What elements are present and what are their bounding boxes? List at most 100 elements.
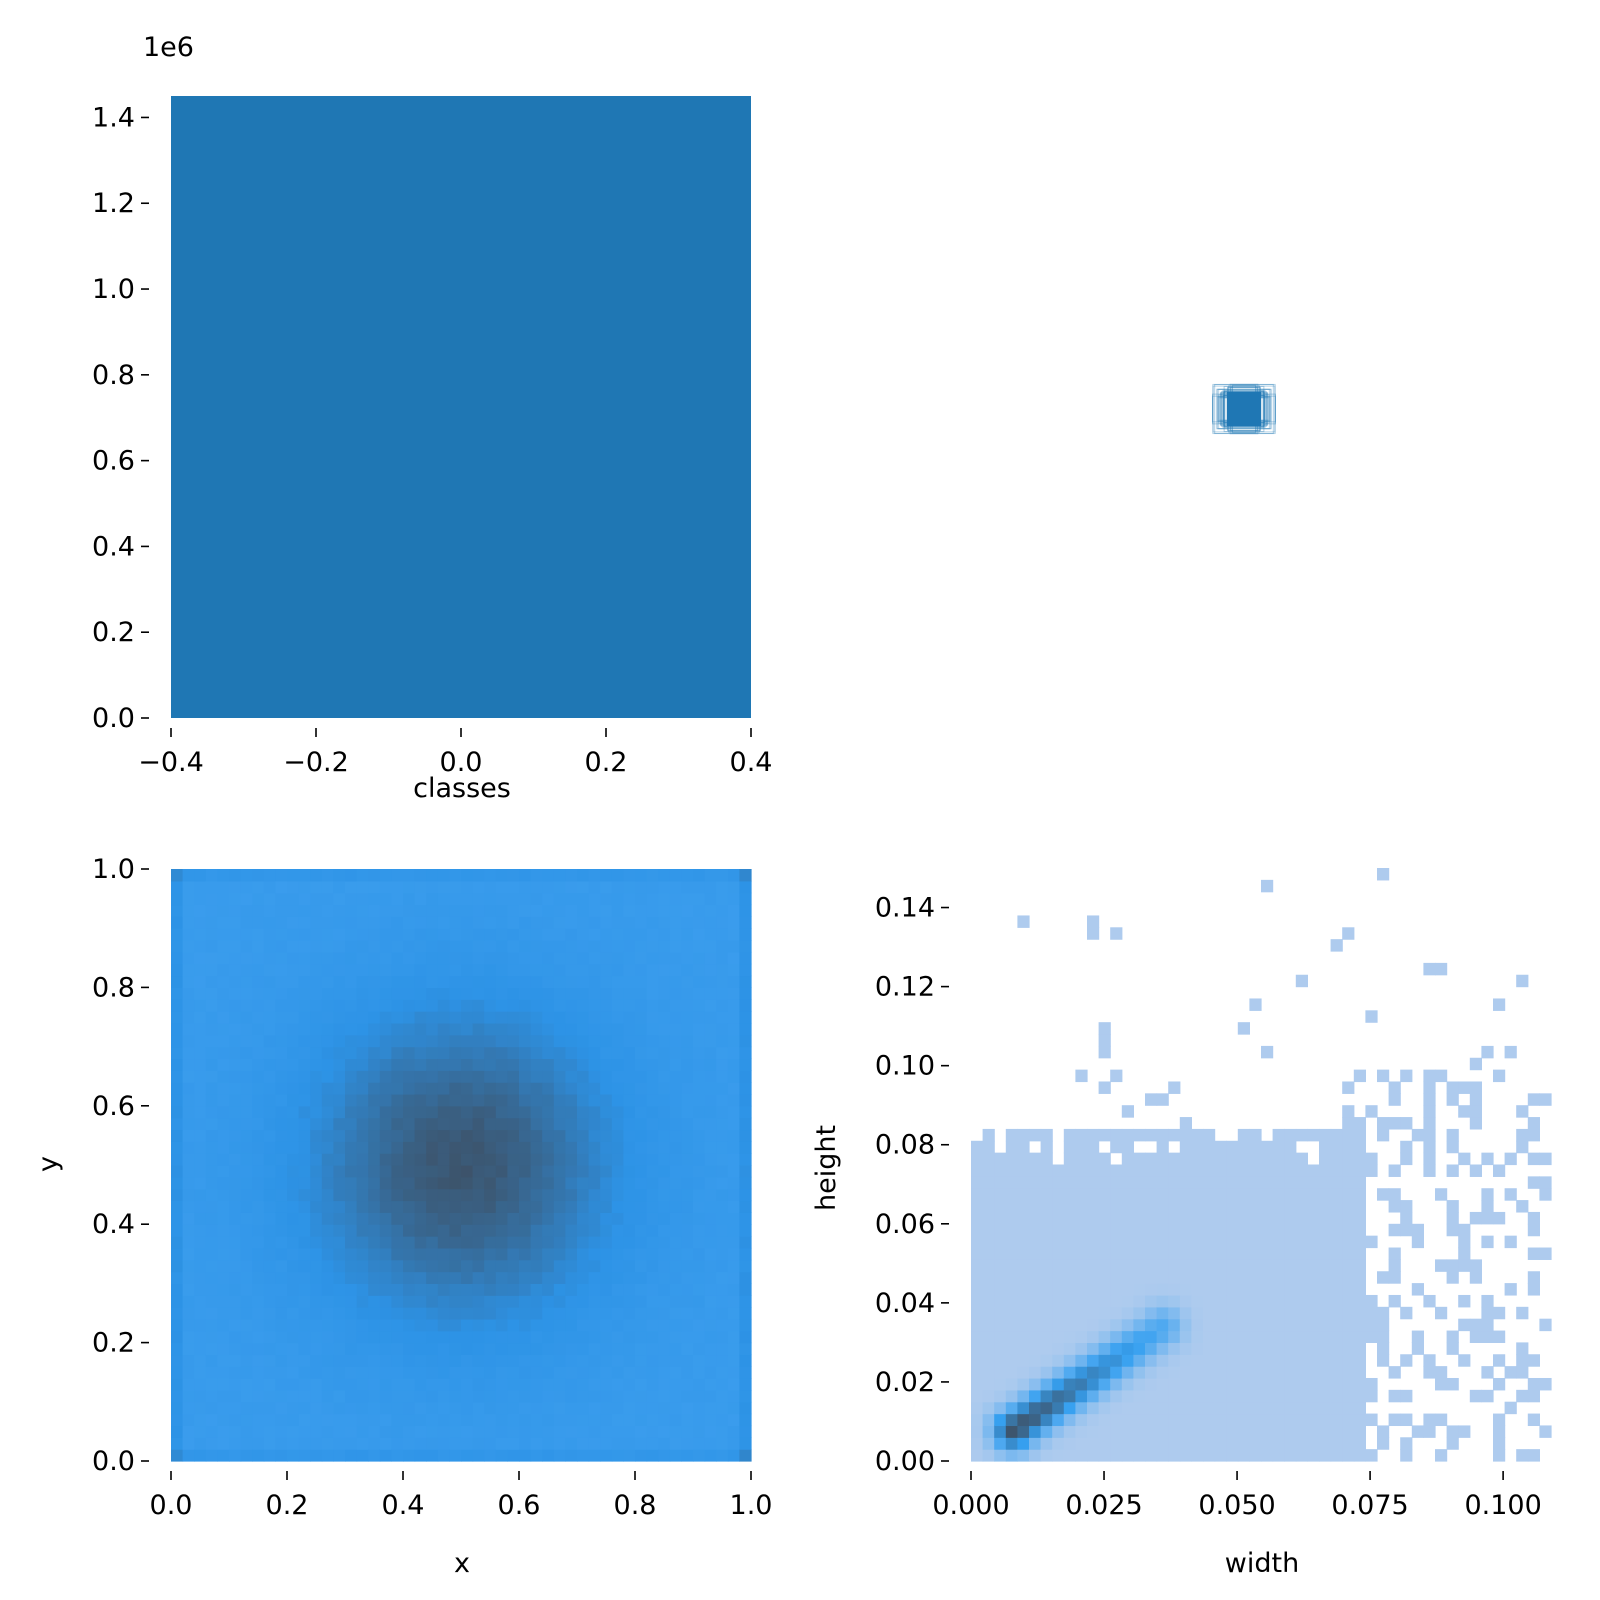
heatmap-cell xyxy=(333,940,346,953)
heatmap-cell xyxy=(403,1093,416,1107)
heatmap-cell xyxy=(519,1176,532,1190)
heatmap-cell xyxy=(1435,1413,1448,1427)
heatmap-cell xyxy=(1388,1117,1401,1130)
heatmap-cell xyxy=(1040,1128,1053,1142)
heatmap-cell xyxy=(321,951,334,965)
x-tick-label: 0.0 xyxy=(150,1490,193,1521)
heatmap-cell xyxy=(287,1378,300,1391)
heatmap-cell xyxy=(275,1188,288,1202)
heatmap-cell xyxy=(507,1378,520,1391)
heatmap-cell xyxy=(1179,1164,1192,1177)
heatmap-cell xyxy=(623,975,636,988)
heatmap-cell xyxy=(623,1141,636,1154)
heatmap-cell xyxy=(1005,1247,1018,1260)
heatmap-cell xyxy=(623,1188,636,1202)
heatmap-cell xyxy=(229,1330,242,1344)
heatmap-cell xyxy=(368,1129,381,1142)
heatmap-cell xyxy=(1295,1354,1308,1367)
heatmap-cell xyxy=(240,1188,253,1202)
heatmap-cell xyxy=(205,880,218,894)
heatmap-cell xyxy=(669,1283,682,1296)
heatmap-cell xyxy=(727,1437,740,1450)
heatmap-cell xyxy=(310,1011,323,1024)
heatmap-cell xyxy=(321,1224,334,1237)
heatmap-cell xyxy=(1284,1294,1297,1308)
heatmap-cell xyxy=(1261,879,1274,893)
heatmap-cell xyxy=(600,1389,613,1403)
heatmap-cell xyxy=(1435,1449,1448,1462)
heatmap-cell xyxy=(530,1141,543,1154)
heatmap-cell xyxy=(1307,1211,1320,1225)
heatmap-cell xyxy=(472,1070,485,1083)
heatmap-cell xyxy=(971,1354,984,1367)
heatmap-cell xyxy=(1110,1377,1123,1391)
heatmap-cell xyxy=(461,1236,474,1249)
heatmap-cell xyxy=(1040,1235,1053,1249)
heatmap-cell xyxy=(611,963,624,977)
heatmap-cell xyxy=(1040,1389,1053,1403)
heatmap-cell xyxy=(982,1223,995,1237)
y-tick-label: 1.0 xyxy=(92,274,135,305)
heatmap-cell xyxy=(1261,1401,1274,1415)
heatmap-cell xyxy=(704,1046,717,1060)
heatmap-cell xyxy=(275,1342,288,1356)
heatmap-cell xyxy=(182,1283,195,1296)
heatmap-cell xyxy=(693,1389,706,1403)
heatmap-cell xyxy=(727,1212,740,1225)
heatmap-cell xyxy=(577,1105,590,1119)
heatmap-cell xyxy=(484,1330,497,1344)
heatmap-cell xyxy=(669,1236,682,1249)
heatmap-cell xyxy=(171,1354,184,1367)
heatmap-cell xyxy=(577,1271,590,1284)
heatmap-cell xyxy=(484,1224,497,1237)
heatmap-cell xyxy=(472,1449,485,1462)
heatmap-cell xyxy=(403,1389,416,1403)
heatmap-cell xyxy=(565,1176,578,1190)
heatmap-cell xyxy=(1411,1128,1424,1142)
heatmap-cell xyxy=(1052,1247,1065,1260)
heatmap-cell xyxy=(333,869,346,882)
heatmap-cell xyxy=(310,1271,323,1284)
heatmap-cell xyxy=(1493,1377,1506,1391)
heatmap-cell xyxy=(530,1283,543,1296)
heatmap-cell xyxy=(252,1318,265,1332)
heatmap-cell xyxy=(449,999,462,1012)
heatmap-cell xyxy=(530,1034,543,1048)
heatmap-cell xyxy=(484,1165,497,1178)
heatmap-cell xyxy=(403,1165,416,1178)
heatmap-cell xyxy=(1075,1413,1088,1427)
heatmap-cell xyxy=(461,1354,474,1367)
heatmap-cell xyxy=(1168,1259,1181,1272)
heatmap-cell xyxy=(426,1141,439,1154)
heatmap-cell xyxy=(623,1129,636,1142)
heatmap-cell xyxy=(565,1389,578,1403)
heatmap-cell xyxy=(727,1058,740,1071)
heatmap-cell xyxy=(205,1437,218,1450)
heatmap-cell xyxy=(403,916,416,929)
heatmap-cell xyxy=(368,1389,381,1403)
heatmap-cell xyxy=(240,1259,253,1273)
heatmap-cell xyxy=(693,951,706,965)
heatmap-cell xyxy=(240,1117,253,1131)
heatmap-cell xyxy=(403,1330,416,1344)
heatmap-cell xyxy=(1249,1306,1262,1320)
heatmap-cell xyxy=(333,1413,346,1427)
heatmap-cell xyxy=(321,1034,334,1048)
heatmap-cell xyxy=(1330,1128,1343,1142)
heatmap-cell xyxy=(507,1236,520,1249)
heatmap-cell xyxy=(716,1236,729,1249)
heatmap-cell xyxy=(1098,1342,1111,1355)
heatmap-cell xyxy=(1145,1152,1158,1166)
heatmap-cell xyxy=(229,1342,242,1356)
heatmap-cell xyxy=(611,1153,624,1166)
heatmap-cell xyxy=(182,1082,195,1095)
heatmap-cell xyxy=(1017,1330,1030,1343)
heatmap-cell xyxy=(275,1011,288,1024)
heatmap-cell xyxy=(310,940,323,953)
heatmap-cell xyxy=(333,1165,346,1178)
heatmap-cell xyxy=(287,1141,300,1154)
heatmap-cell xyxy=(693,1283,706,1296)
heatmap-cell xyxy=(1156,1128,1169,1142)
heatmap-cell xyxy=(1040,1413,1053,1427)
heatmap-cell xyxy=(600,1236,613,1249)
